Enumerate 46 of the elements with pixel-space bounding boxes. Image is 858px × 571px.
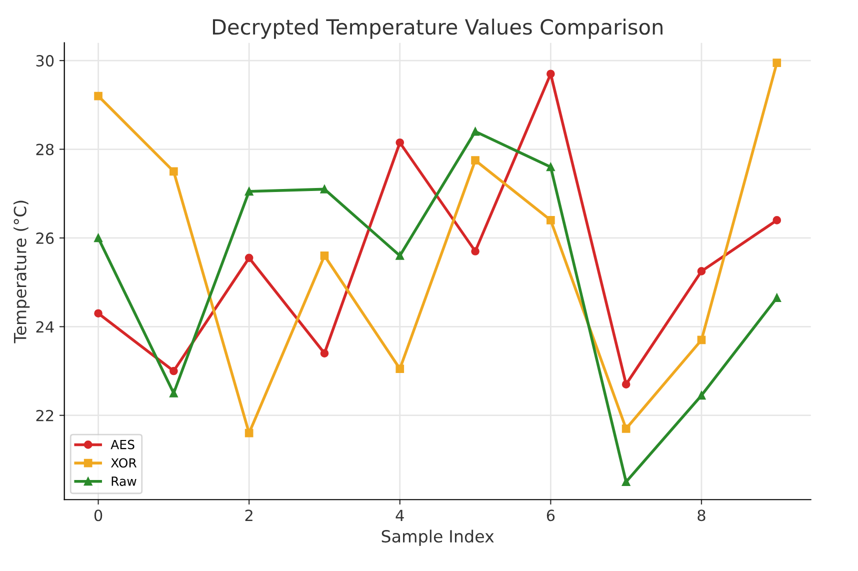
point [396,252,404,260]
point [622,380,630,388]
point [622,478,630,486]
point [320,349,329,358]
point [772,58,782,67]
chart-title: Decrypted Temperature Values Comparison [212,18,662,39]
y-axis-title: Temperature (°C) [14,200,30,344]
point [244,254,254,262]
point [244,428,254,438]
point [94,234,102,242]
legend-label: XOR [110,458,137,468]
point [94,92,102,100]
point [546,162,555,172]
point [170,167,178,176]
point [622,424,630,433]
point [697,391,706,400]
point [772,216,782,224]
x-tick-label: 6 [546,510,555,522]
x-tick-label: 2 [245,510,252,521]
point [697,267,706,276]
point [170,366,178,376]
point [546,216,555,224]
y-tick-label: 22 [36,410,54,422]
point [396,364,404,373]
point [244,187,254,196]
y-tick-label: 26 [36,232,54,244]
point [170,389,178,398]
y-tick-label: 30 [36,55,54,67]
point [396,138,404,147]
point [94,309,102,318]
point [471,127,480,136]
point [471,247,480,256]
point [546,70,555,78]
point [697,336,706,344]
y-tick-label: 24 [36,321,54,332]
point [320,252,329,260]
x-tick-label: 4 [396,510,404,521]
point [772,294,782,302]
legend-label: AES [110,440,134,450]
x-tick-label: 0 [94,510,102,522]
x-axis-title: Sample Index [382,530,494,546]
point [471,156,480,165]
x-tick-label: 8 [698,510,706,522]
legend-label: Raw [112,476,136,486]
point [320,185,329,194]
y-tick-label: 28 [36,144,54,156]
